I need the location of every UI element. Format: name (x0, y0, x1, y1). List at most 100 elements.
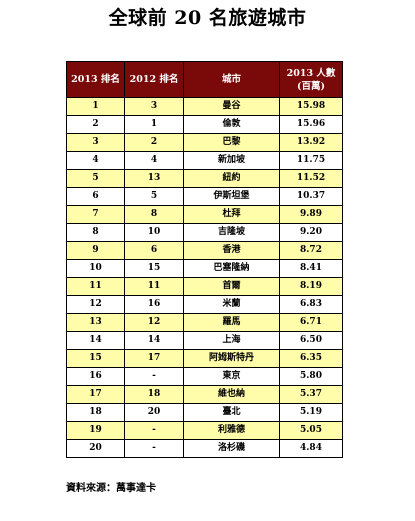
cell-city: 吉隆坡 (183, 223, 280, 242)
cell-city: 米蘭 (183, 295, 280, 314)
cell-visitors: 15.96 (279, 115, 343, 134)
cell-rank-2012: - (124, 421, 184, 440)
table-row: 15 17 阿姆斯特丹 6.35 (66, 349, 343, 368)
cell-rank-2012: 12 (124, 313, 184, 332)
cell-visitors: 5.80 (279, 367, 343, 386)
cell-rank-2013: 4 (66, 151, 125, 170)
cell-rank-2012: - (124, 367, 184, 386)
cell-visitors: 4.84 (279, 439, 343, 458)
cell-visitors: 9.20 (279, 223, 343, 242)
cell-rank-2013: 11 (66, 277, 125, 296)
cell-visitors: 13.92 (279, 133, 343, 152)
cell-rank-2013: 9 (66, 241, 125, 260)
table-row: 3 2 巴黎 13.92 (66, 133, 343, 152)
cell-rank-2013: 2 (66, 115, 125, 134)
cell-city: 阿姆斯特丹 (183, 349, 280, 368)
table-row: 6 5 伊斯坦堡 10.37 (66, 187, 343, 206)
header-rank-2013: 2013 排名 (66, 61, 125, 98)
cell-visitors: 8.41 (279, 259, 343, 278)
cell-city: 上海 (183, 331, 280, 350)
source-note: 資料來源：萬事達卡 (66, 483, 156, 494)
table-row: 13 12 羅馬 6.71 (66, 313, 343, 332)
cell-rank-2013: 1 (66, 97, 125, 116)
header-rank-2012: 2012 排名 (124, 61, 184, 98)
cell-city: 東京 (183, 367, 280, 386)
cell-rank-2012: - (124, 439, 184, 458)
cell-rank-2013: 15 (66, 349, 125, 368)
cell-visitors: 8.19 (279, 277, 343, 296)
cell-rank-2013: 8 (66, 223, 125, 242)
cell-visitors: 11.75 (279, 151, 343, 170)
cell-rank-2012: 15 (124, 259, 184, 278)
cell-visitors: 5.19 (279, 403, 343, 422)
cell-visitors: 5.37 (279, 385, 343, 404)
cell-rank-2012: 4 (124, 151, 184, 170)
table-row: 20- 洛杉磯 4.84 (66, 439, 343, 458)
table-body: 1 3 曼谷 15.98 2 1 倫敦 15.96 3 2 巴黎 13.92 4 4 新加坡 11.75 5 13… (66, 97, 343, 458)
table-row: 14 14 上海 6.50 (66, 331, 343, 350)
cell-rank-2012: 8 (124, 205, 184, 224)
cell-rank-2012: 1 (124, 115, 184, 134)
cell-city: 羅馬 (183, 313, 280, 332)
table-row: 10 15 巴塞隆納 8.41 (66, 259, 343, 278)
header-visitors-label: 2013 人數 (286, 67, 336, 79)
table-row: 17 18 維也納 5.37 (66, 385, 343, 404)
table-row: 16- 東京 5.80 (66, 367, 343, 386)
table-row: 11 11 首爾 8.19 (66, 277, 343, 296)
cell-rank-2012: 5 (124, 187, 184, 206)
table-header-row: 2013 排名 2012 排名 城市 2013 人數 (百萬) (66, 61, 343, 98)
cell-rank-2012: 17 (124, 349, 184, 368)
cell-visitors: 8.72 (279, 241, 343, 260)
cell-visitors: 6.83 (279, 295, 343, 314)
cell-rank-2013: 20 (66, 439, 125, 458)
table-row: 19- 利雅德 5.05 (66, 421, 343, 440)
cell-city: 首爾 (183, 277, 280, 296)
cell-city: 臺北 (183, 403, 280, 422)
cell-rank-2013: 18 (66, 403, 125, 422)
cell-rank-2012: 2 (124, 133, 184, 152)
cell-rank-2012: 20 (124, 403, 184, 422)
ranking-table: 2013 排名 2012 排名 城市 2013 人數 (百萬) 1 3 曼谷 15.9… (66, 61, 343, 458)
cell-visitors: 6.50 (279, 331, 343, 350)
cell-rank-2013: 19 (66, 421, 125, 440)
cell-city: 巴黎 (183, 133, 280, 152)
cell-rank-2012: 14 (124, 331, 184, 350)
table-row: 12 16 米蘭 6.83 (66, 295, 343, 314)
cell-rank-2013: 12 (66, 295, 125, 314)
cell-rank-2013: 14 (66, 331, 125, 350)
table-row: 5 13 紐約 11.52 (66, 169, 343, 188)
header-visitors-2013: 2013 人數 (百萬) (279, 61, 343, 98)
cell-city: 伊斯坦堡 (183, 187, 280, 206)
cell-rank-2012: 18 (124, 385, 184, 404)
cell-rank-2012: 16 (124, 295, 184, 314)
header-visitors-unit: (百萬) (297, 80, 325, 92)
table-row: 8 10 吉隆坡 9.20 (66, 223, 343, 242)
cell-city: 杜拜 (183, 205, 280, 224)
cell-rank-2013: 17 (66, 385, 125, 404)
cell-city: 利雅德 (183, 421, 280, 440)
cell-visitors: 6.35 (279, 349, 343, 368)
cell-rank-2013: 6 (66, 187, 125, 206)
cell-city: 曼谷 (183, 97, 280, 116)
table-row: 1 3 曼谷 15.98 (66, 97, 343, 116)
cell-rank-2013: 13 (66, 313, 125, 332)
cell-city: 香港 (183, 241, 280, 260)
cell-visitors: 15.98 (279, 97, 343, 116)
cell-rank-2012: 13 (124, 169, 184, 188)
cell-city: 倫敦 (183, 115, 280, 134)
cell-city: 洛杉磯 (183, 439, 280, 458)
cell-city: 巴塞隆納 (183, 259, 280, 278)
cell-rank-2013: 10 (66, 259, 125, 278)
table-row: 7 8 杜拜 9.89 (66, 205, 343, 224)
table-row: 18 20 臺北 5.19 (66, 403, 343, 422)
cell-rank-2012: 6 (124, 241, 184, 260)
cell-rank-2013: 5 (66, 169, 125, 188)
cell-visitors: 5.05 (279, 421, 343, 440)
cell-rank-2013: 7 (66, 205, 125, 224)
cell-city: 維也納 (183, 385, 280, 404)
cell-rank-2012: 3 (124, 97, 184, 116)
table-row: 4 4 新加坡 11.75 (66, 151, 343, 170)
cell-visitors: 10.37 (279, 187, 343, 206)
cell-visitors: 6.71 (279, 313, 343, 332)
cell-rank-2013: 16 (66, 367, 125, 386)
